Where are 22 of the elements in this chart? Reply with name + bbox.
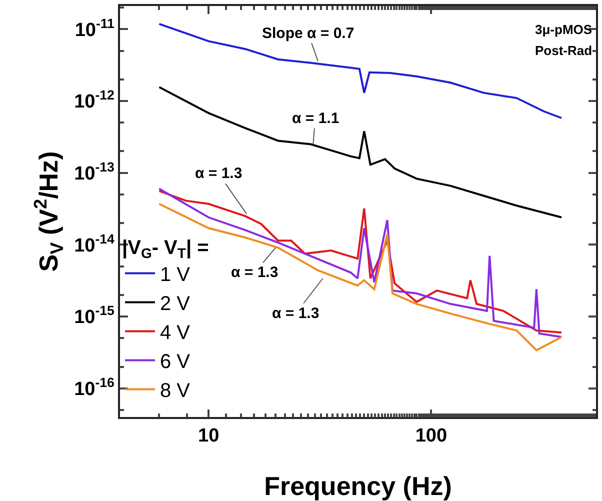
annotation: α = 1.3 <box>195 165 242 182</box>
legend-label: 1 V <box>160 264 191 286</box>
y-tick-label: 10$^{-14}$ <box>74 231 116 256</box>
y-tick-label: 10$^{-12}$ <box>74 88 114 113</box>
y-tick-label: 10$^{-15}$ <box>74 303 116 328</box>
x-tick-label: 100 <box>415 426 448 447</box>
legend-label: 4 V <box>160 322 191 344</box>
y-tick-label: 10$^{-11}$ <box>74 16 116 41</box>
x-tick-label: 10 <box>198 426 220 447</box>
annotation: α = 1.3 <box>231 264 278 281</box>
legend-label: 2 V <box>160 293 191 316</box>
annotation: 3μ-pMOS <box>535 22 592 37</box>
x-axis-title: Frequency (Hz) <box>264 471 452 501</box>
legend-label: 8 V <box>160 380 191 402</box>
legend-title: |V$_{G}$- V$_{T}$| = <box>122 236 209 261</box>
annotation: α = 1.3 <box>272 305 320 322</box>
y-tick-label: 10$^{-13}$ <box>74 160 114 184</box>
annotation: Slope α = 0.7 <box>262 25 354 42</box>
legend-label: 6 V <box>160 351 191 374</box>
annotation: Post-Rad <box>535 43 592 58</box>
annotation: α = 1.1 <box>292 110 340 127</box>
y-tick-label: 10$^{-16}$ <box>74 375 114 400</box>
